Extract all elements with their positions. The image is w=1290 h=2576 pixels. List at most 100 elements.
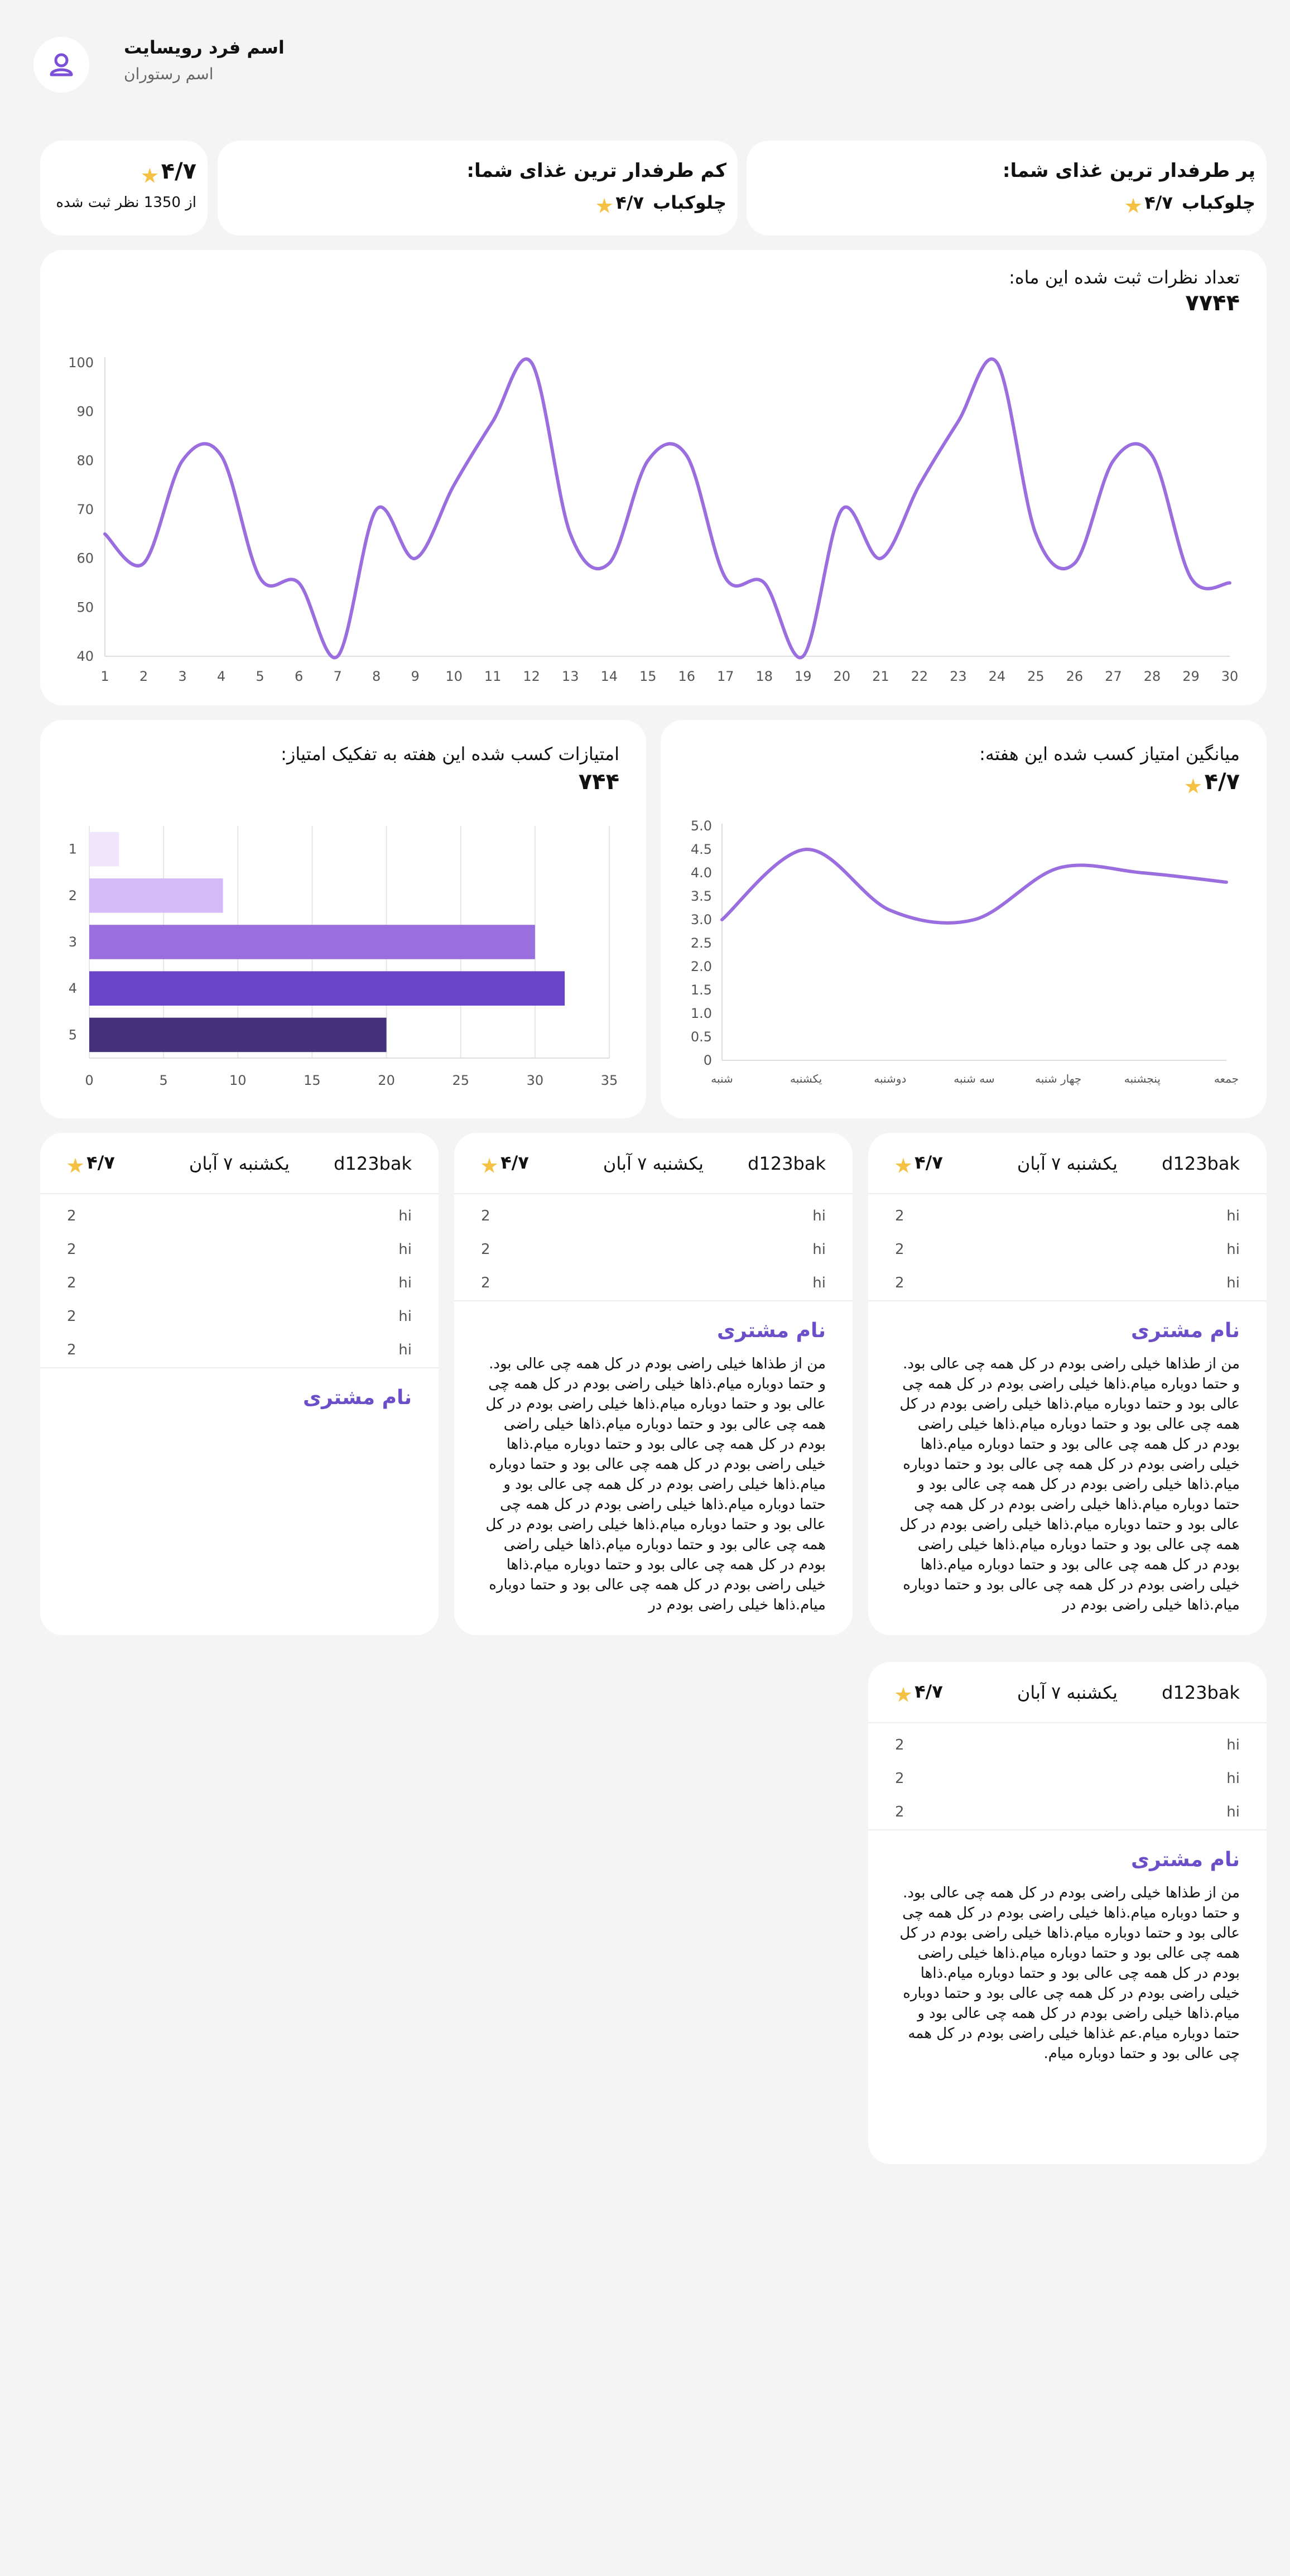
score-value: 2 <box>67 1342 76 1358</box>
x-tick-label: 7 <box>333 669 341 684</box>
review-rating: ۴/۷ <box>67 1152 115 1175</box>
divider <box>868 1300 1267 1301</box>
weekly-average-card: میانگین امتیاز کسب شده این هفته: ۴/۷ 0 0.… <box>661 720 1267 1118</box>
x-tick-label: 19 <box>795 669 812 684</box>
overall-rating-note: از 1350 نظر ثبت شده <box>56 194 196 211</box>
unpopular-food-name: چلوکباب <box>652 192 726 213</box>
page-title: اسم فرد رویسایت <box>124 37 285 58</box>
score-label: hi <box>1226 1275 1240 1291</box>
customer-name: نام مشتری <box>717 1319 826 1342</box>
review-score-row: 2 hi <box>895 1804 1240 1826</box>
x-tick-label: 26 <box>1066 669 1084 684</box>
review-card[interactable]: d123bak یکشنبه ۷ آبان ۴/۷ 2 hi 2 hi 2 hi 2 hi 2 h… <box>40 1133 439 1635</box>
x-tick-label: 30 <box>527 1073 544 1088</box>
review-card[interactable]: d123bak یکشنبه ۷ آبان ۴/۷ 2 hi 2 hi 2 hi نام م… <box>868 1662 1267 2164</box>
weekly-breakdown-bar-chart: 0 5 10 15 20 25 30 35 1 2 3 4 5 <box>69 826 618 1088</box>
bar-rating-4 <box>89 971 565 1006</box>
x-tick-label: 9 <box>411 669 419 684</box>
x-tick-label: 12 <box>523 669 540 684</box>
score-value: 2 <box>895 1770 904 1787</box>
weekly-average-series-line <box>720 847 1228 925</box>
review-date: یکشنبه ۷ آبان <box>603 1153 704 1174</box>
review-score-row: 2 hi <box>895 1208 1240 1230</box>
review-date: یکشنبه ۷ آبان <box>189 1153 290 1174</box>
review-rating: ۴/۷ <box>895 1152 943 1175</box>
review-score-row: 2 hi <box>67 1208 412 1230</box>
avatar[interactable] <box>33 37 89 93</box>
overall-rating: ۴/۷ <box>141 158 196 185</box>
y-tick-label: 60 <box>76 551 94 566</box>
score-value: 2 <box>481 1241 490 1258</box>
score-value: 2 <box>895 1275 904 1291</box>
x-tick-label: 11 <box>484 669 502 684</box>
header: اسم فرد رویسایت اسم رستوران <box>33 33 368 95</box>
divider <box>40 1367 439 1368</box>
review-date: یکشنبه ۷ آبان <box>1017 1153 1118 1174</box>
review-score-row: 2 hi <box>895 1275 1240 1297</box>
weekly-breakdown-value: ۷۴۴ <box>578 769 619 795</box>
score-value: 2 <box>895 1804 904 1820</box>
y-tick-label: 5.0 <box>691 818 712 834</box>
star-icon <box>596 198 613 213</box>
x-tick-label: 35 <box>601 1073 618 1088</box>
divider <box>454 1300 853 1301</box>
monthly-reviews-value: ۷۷۴۴ <box>1185 290 1240 316</box>
weekly-average-line-chart: 0 0.5 1.0 1.5 2.0 2.5 3.0 3.5 4.0 4.5 5.0 شنبه یکشنب… <box>691 818 1239 1086</box>
score-value: 2 <box>895 1208 904 1224</box>
review-header: d123bak یکشنبه ۷ آبان ۴/۷ <box>40 1133 439 1194</box>
x-tick-label: 18 <box>756 669 773 684</box>
x-tick-label: 14 <box>600 669 618 684</box>
x-tick-label: 21 <box>872 669 889 684</box>
x-tick-label: 22 <box>911 669 928 684</box>
review-rating: ۴/۷ <box>895 1681 943 1704</box>
x-tick-label: 17 <box>717 669 734 684</box>
y-tick-label: 1 <box>69 842 77 857</box>
y-tick-label: 100 <box>68 355 94 371</box>
x-tick-label: 0 <box>85 1073 93 1088</box>
review-user: d123bak <box>748 1153 826 1174</box>
y-tick-label: 2.0 <box>691 959 712 974</box>
x-tick-label: شنبه <box>711 1072 733 1085</box>
review-text: من از طذاها خیلی راضی بودم در کل همه چی … <box>485 1356 826 1613</box>
score-label: hi <box>812 1208 826 1224</box>
review-card[interactable]: d123bak یکشنبه ۷ آبان ۴/۷ 2 hi 2 hi 2 hi نام م… <box>868 1133 1267 1635</box>
review-score-row: 2 hi <box>481 1275 826 1297</box>
user-icon <box>50 53 73 76</box>
x-tick-label: 15 <box>639 669 657 684</box>
y-tick-label: 0 <box>704 1052 712 1068</box>
score-value: 2 <box>67 1208 76 1224</box>
score-label: hi <box>1226 1770 1240 1787</box>
score-label: hi <box>812 1241 826 1258</box>
star-icon <box>142 167 158 183</box>
x-tick-label: 8 <box>372 669 381 684</box>
review-card[interactable]: d123bak یکشنبه ۷ آبان ۴/۷ 2 hi 2 hi 2 hi نام م… <box>454 1133 853 1635</box>
x-tick-label: 20 <box>378 1073 395 1088</box>
weekly-average-label: میانگین امتیاز کسب شده این هفته: <box>979 743 1240 765</box>
monthly-reviews-card: تعداد نظرات ثبت شده این ماه: ۷۷۴۴ 40 50 60… <box>40 250 1267 705</box>
star-icon <box>481 1157 498 1173</box>
review-score-row: 2 hi <box>67 1308 412 1330</box>
x-tick-label: 1 <box>100 669 109 684</box>
y-tick-label: 50 <box>76 599 94 615</box>
x-tick-label: 5 <box>160 1073 168 1088</box>
score-value: 2 <box>481 1208 490 1224</box>
monthly-reviews-label: تعداد نظرات ثبت شده این ماه: <box>1009 267 1240 288</box>
score-value: 2 <box>481 1275 490 1291</box>
review-score-row: 2 hi <box>895 1737 1240 1759</box>
x-tick-label: 20 <box>834 669 851 684</box>
y-tick-label: 3.0 <box>691 912 712 927</box>
score-label: hi <box>398 1241 412 1258</box>
x-tick-label: 4 <box>217 669 225 684</box>
score-value: 2 <box>895 1241 904 1258</box>
score-label: hi <box>1226 1737 1240 1753</box>
x-tick-label: 16 <box>678 669 695 684</box>
review-text: من از طذاها خیلی راضی بودم در کل همه چی … <box>899 1885 1240 2062</box>
x-tick-label: 30 <box>1221 669 1239 684</box>
unpopular-food-rating: ۴/۷ <box>596 192 644 215</box>
y-tick-label: 4.5 <box>691 842 712 857</box>
y-tick-label: 4 <box>69 981 77 996</box>
review-rating: ۴/۷ <box>481 1152 529 1175</box>
x-tick-label: 23 <box>950 669 967 684</box>
review-score-row: 2 hi <box>67 1342 412 1364</box>
y-tick-label: 4.0 <box>691 865 712 881</box>
